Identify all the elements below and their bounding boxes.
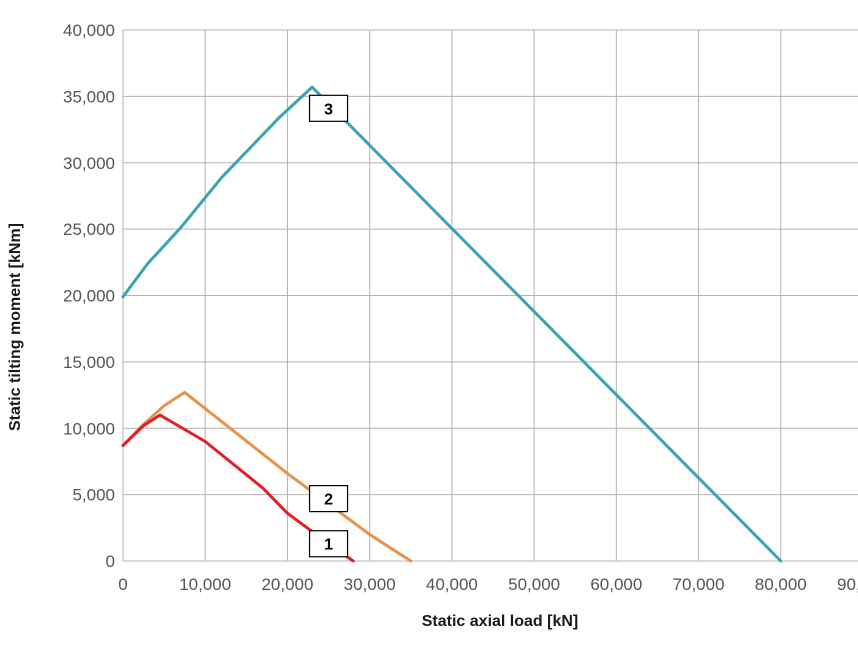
y-tick-label: 15,000	[63, 353, 115, 372]
series-label-text: 1	[324, 537, 333, 554]
series-label-text: 3	[324, 101, 333, 118]
series-label-1: 1	[308, 530, 349, 558]
x-tick-label: 10,000	[179, 575, 231, 594]
series-label-text: 2	[324, 492, 333, 509]
x-tick-label: 40,000	[426, 575, 478, 594]
x-tick-label: 0	[118, 575, 127, 594]
y-tick-label: 40,000	[63, 21, 115, 40]
x-tick-label: 90,000	[837, 575, 858, 594]
series-label-box	[308, 94, 349, 122]
grid	[122, 29, 858, 562]
x-axis-title: Static axial load [kN]	[422, 613, 579, 630]
y-tick-label: 20,000	[63, 287, 115, 306]
x-tick-label: 60,000	[590, 575, 642, 594]
y-tick-label: 25,000	[63, 220, 115, 239]
series-label-box	[308, 530, 349, 558]
y-tick-label: 5,000	[72, 486, 115, 505]
series-label-box	[308, 485, 349, 513]
x-tick-label: 50,000	[508, 575, 560, 594]
series-line-3	[121, 85, 783, 563]
y-tick-label: 10,000	[63, 419, 115, 438]
y-tick-label: 0	[106, 552, 115, 571]
y-tick-label: 30,000	[63, 154, 115, 173]
x-tick-label: 20,000	[261, 575, 313, 594]
y-axis-ticks: 0 5,000 10,000 15,000 20,000 25,000 30,000 35,0…	[63, 21, 115, 571]
x-tick-label: 70,000	[673, 575, 725, 594]
series-label-3: 3	[308, 94, 349, 122]
series-label-2: 2	[308, 485, 349, 513]
y-axis-title: Static tilting moment [kNm]	[7, 223, 24, 431]
x-axis-ticks: 0 10,000 20,000 30,000 40,000 50,000 60,000 70,…	[118, 575, 858, 594]
y-tick-label: 35,000	[63, 87, 115, 106]
x-tick-label: 30,000	[344, 575, 396, 594]
series-labels: 3 2 1	[308, 94, 349, 558]
x-tick-label: 80,000	[755, 575, 807, 594]
